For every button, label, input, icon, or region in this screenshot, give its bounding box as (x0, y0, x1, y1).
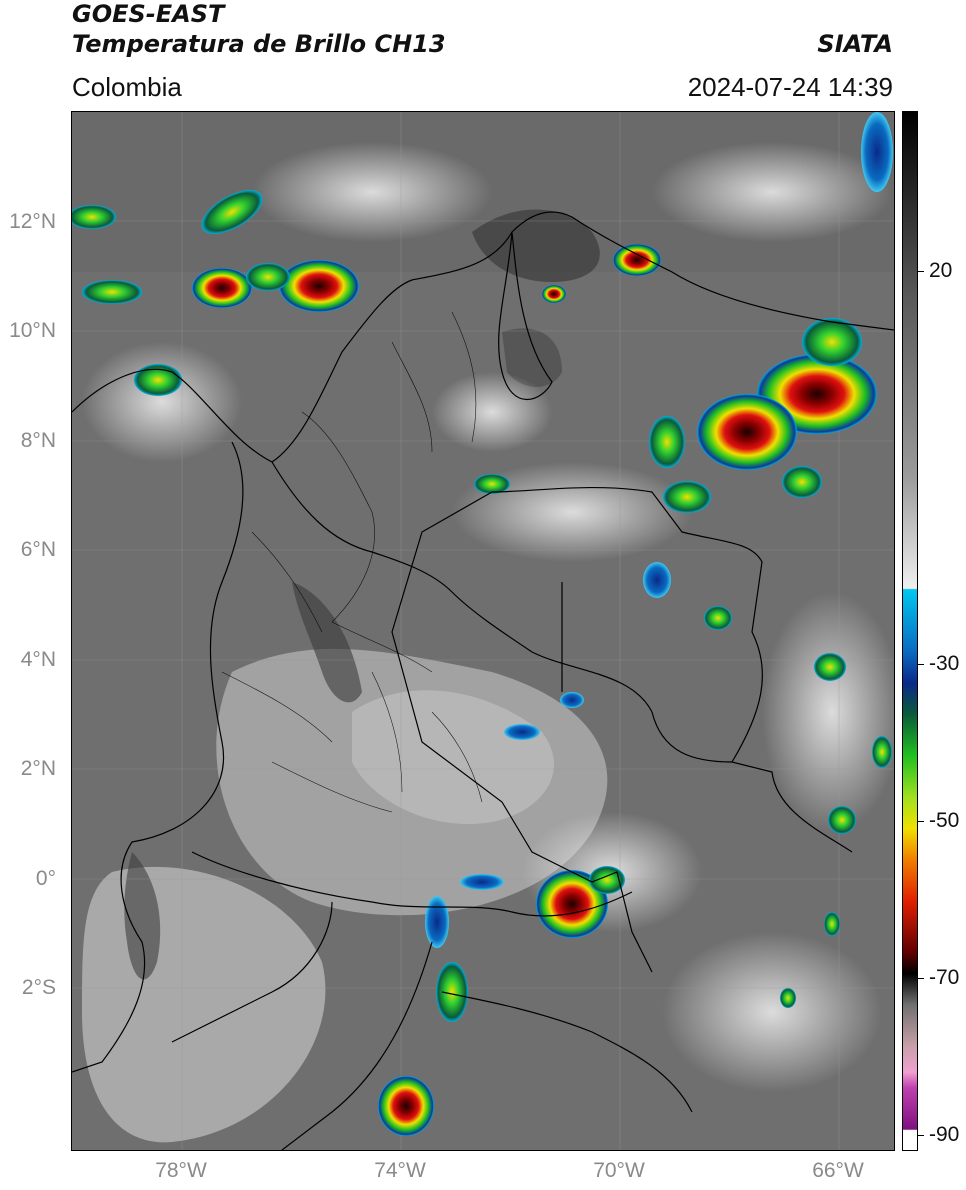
satellite-map[interactable] (71, 111, 895, 1151)
lat-label: 0° (35, 867, 56, 890)
map-canvas (72, 112, 894, 1150)
lat-label: 2°S (21, 976, 56, 999)
lon-label: 66°W (812, 1159, 864, 1182)
lon-label: 78°W (155, 1159, 207, 1182)
colorbar-tick-label: -90 (929, 1123, 960, 1146)
colorbar-tick-label: 20 (929, 259, 953, 282)
satellite-title: GOES-EAST (72, 0, 225, 28)
colorbar-tick-label: -70 (929, 966, 960, 989)
product-title: Temperatura de Brillo CH13 (72, 30, 446, 58)
lon-label: 74°W (374, 1159, 426, 1182)
department-borders (221, 311, 483, 813)
lat-label: 2°N (20, 757, 56, 780)
lat-label: 10°N (9, 319, 56, 342)
lat-label: 8°N (20, 429, 56, 452)
organization-label: SIATA (817, 30, 893, 58)
temperature-colorbar (902, 111, 918, 1151)
timestamp-label: 2024-07-24 14:39 (687, 72, 893, 102)
colorbar-tick-label: -30 (929, 652, 960, 675)
lon-label: 70°W (593, 1159, 645, 1182)
colorbar-tick-label: -50 (929, 809, 960, 832)
convective-cells (72, 112, 893, 1136)
lat-label: 4°N (20, 648, 56, 671)
lat-label: 12°N (9, 210, 56, 233)
region-label: Colombia (72, 72, 182, 102)
country-borders (72, 211, 894, 1150)
lat-label: 6°N (20, 538, 56, 561)
